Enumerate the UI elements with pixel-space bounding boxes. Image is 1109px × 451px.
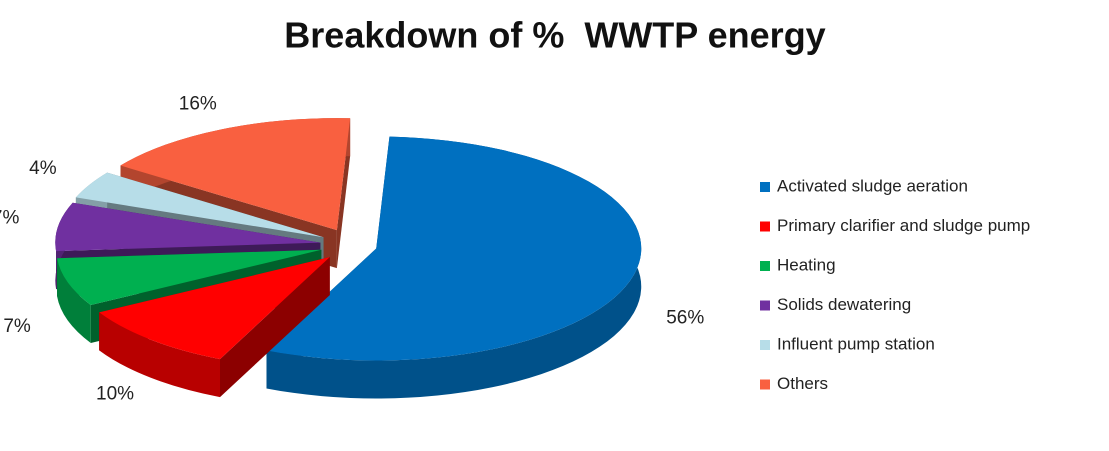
legend-swatch xyxy=(760,221,770,232)
legend-swatch xyxy=(760,340,770,350)
slice-wall xyxy=(266,136,642,399)
value-label: 10% xyxy=(96,383,134,404)
slice xyxy=(55,202,321,252)
slice-wall xyxy=(99,312,221,398)
legend-label: Influent pump station xyxy=(777,334,935,353)
value-label: 16% xyxy=(179,93,217,114)
value-label: 4% xyxy=(29,158,57,179)
legend-swatch xyxy=(760,261,770,271)
slice xyxy=(120,118,351,231)
slice xyxy=(57,249,322,306)
value-label: 7% xyxy=(0,207,19,228)
chart-title: Breakdown of % WWTP energy xyxy=(284,15,825,56)
slice-wall xyxy=(57,258,91,344)
legend-label: Others xyxy=(777,374,828,393)
slice xyxy=(99,257,330,360)
legend-swatch xyxy=(760,182,770,192)
legend-swatch xyxy=(760,379,770,390)
pie: 56% 10% 7% 7% 4% 16% xyxy=(0,93,704,404)
legend-label: Primary clarifier and sludge pump xyxy=(777,216,1030,235)
legend-label: Solids dewatering xyxy=(777,295,911,314)
slice xyxy=(266,136,642,361)
legend-label: Heating xyxy=(777,255,836,274)
legend-label: Activated sludge aeration xyxy=(777,176,968,195)
value-label: 7% xyxy=(3,316,31,337)
legend: Activated sludge aeration Primary clarifi… xyxy=(760,176,1030,393)
value-label: 56% xyxy=(666,307,704,328)
slice xyxy=(75,172,324,238)
legend-swatch xyxy=(760,300,770,311)
